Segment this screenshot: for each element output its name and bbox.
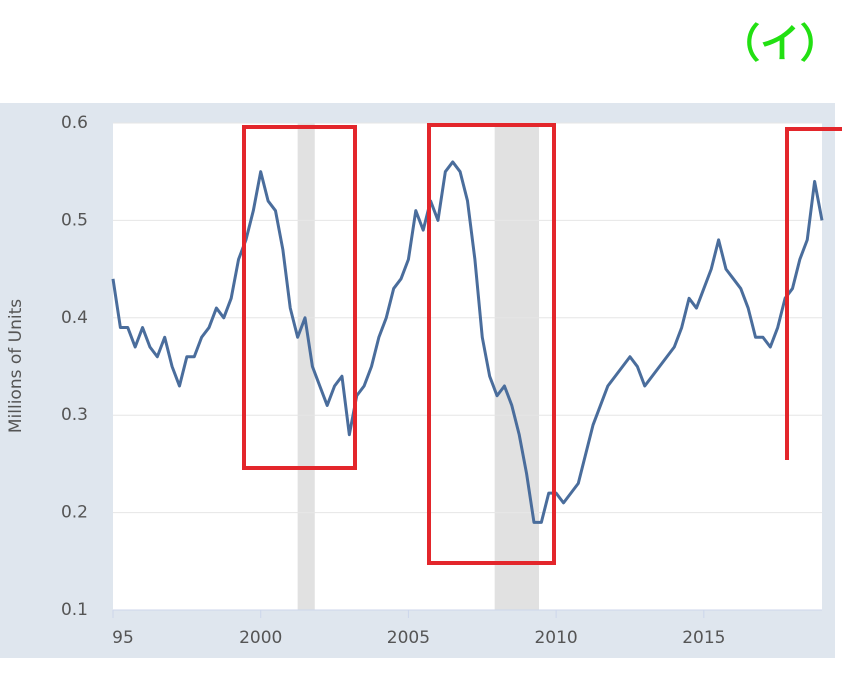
- x-tick-label: 2005: [387, 628, 430, 648]
- x-tick-label: 2010: [534, 628, 577, 648]
- y-tick-label: 0.6: [61, 113, 88, 133]
- annotation-box: [785, 127, 842, 460]
- recession-band: [297, 123, 315, 610]
- x-tick-label: 2015: [682, 628, 725, 648]
- y-axis-label: Millions of Units: [6, 299, 26, 433]
- annotation-box: [427, 123, 556, 565]
- y-tick-label: 0.4: [61, 308, 88, 328]
- chart-title: （イ）: [720, 21, 840, 67]
- data-line: [111, 160, 824, 524]
- recession-band: [494, 123, 539, 610]
- y-tick-label: 0.2: [61, 503, 88, 523]
- x-tick-label: 95: [112, 628, 134, 648]
- y-tick-label: 0.1: [61, 600, 88, 620]
- annotation-boxes: [242, 123, 842, 565]
- annotation-box: [242, 125, 357, 470]
- x-tick-label: 2000: [239, 628, 282, 648]
- y-tick-label: 0.5: [61, 210, 88, 230]
- y-tick-label: 0.3: [61, 405, 88, 425]
